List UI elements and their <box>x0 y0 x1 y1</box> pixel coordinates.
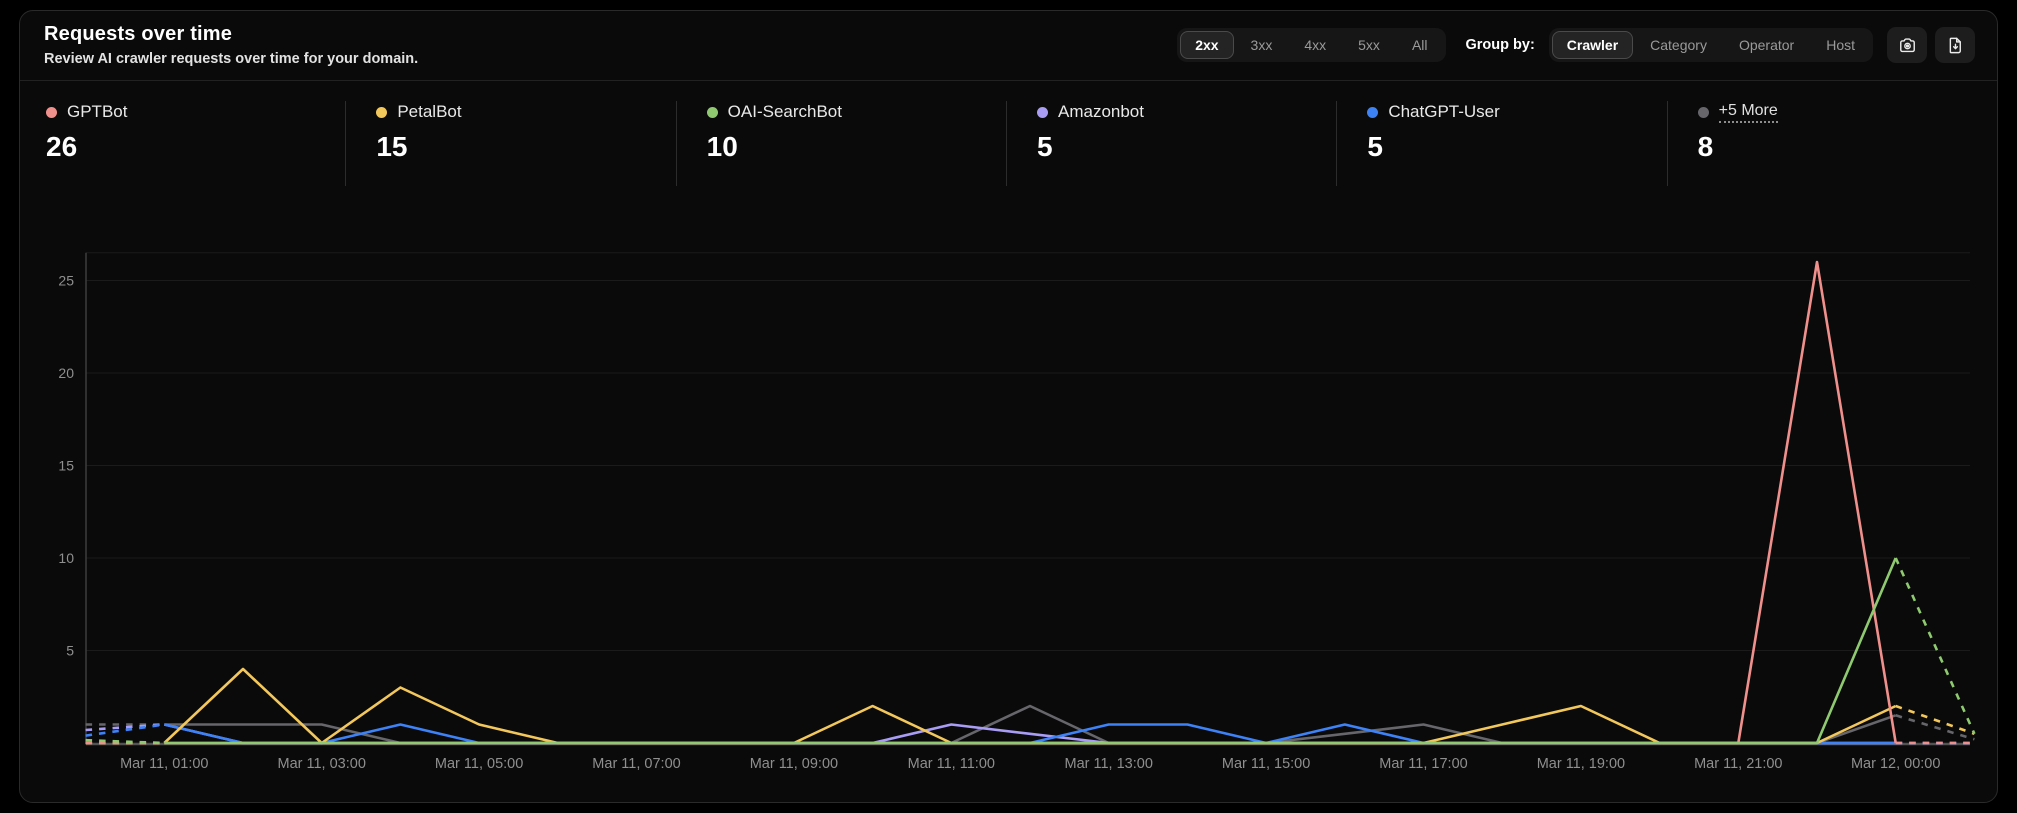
svg-text:10: 10 <box>58 550 74 566</box>
legend-item-oai-searchbot[interactable]: OAI-SearchBot 10 <box>675 101 1006 186</box>
legend-label: ChatGPT-User <box>1388 102 1500 121</box>
svg-text:25: 25 <box>58 273 74 289</box>
svg-text:15: 15 <box>58 458 74 474</box>
group-by-filter-group: Crawler Category Operator Host <box>1548 28 1873 62</box>
legend-more-link[interactable]: +5 More <box>1718 102 1778 123</box>
status-filter-4xx[interactable]: 4xx <box>1289 31 1341 59</box>
legend-item-amazonbot[interactable]: Amazonbot 5 <box>1005 101 1336 186</box>
svg-text:Mar 11, 07:00: Mar 11, 07:00 <box>592 756 680 772</box>
legend-count: 26 <box>46 131 78 162</box>
legend-label: Amazonbot <box>1057 102 1144 121</box>
svg-text:Mar 11, 05:00: Mar 11, 05:00 <box>435 756 523 772</box>
page-subtitle: Review AI crawler requests over time for… <box>44 51 419 67</box>
group-by-crawler[interactable]: Crawler <box>1551 31 1634 59</box>
legend-count: 15 <box>376 131 408 162</box>
series-color-dot <box>46 106 57 118</box>
file-download-icon <box>1946 36 1965 55</box>
legend-item-chatgpt-user[interactable]: ChatGPT-User 5 <box>1336 101 1666 186</box>
svg-text:Mar 11, 13:00: Mar 11, 13:00 <box>1064 756 1152 772</box>
legend: GPTBot 26 PetalBot 15 OAI-SearchBot 10 A… <box>20 81 1997 186</box>
legend-count: 5 <box>1036 131 1053 162</box>
group-by-host[interactable]: Host <box>1811 31 1870 59</box>
svg-text:Mar 11, 15:00: Mar 11, 15:00 <box>1222 756 1310 772</box>
page-title: Requests over time <box>44 23 233 45</box>
legend-label: GPTBot <box>67 102 128 121</box>
svg-text:Mar 11, 11:00: Mar 11, 11:00 <box>908 756 995 772</box>
svg-text:Mar 11, 01:00: Mar 11, 01:00 <box>120 756 208 772</box>
svg-text:Mar 11, 19:00: Mar 11, 19:00 <box>1537 756 1625 772</box>
card-header: Requests over time Review AI crawler req… <box>20 11 1997 81</box>
status-filter-group: 2xx 3xx 4xx 5xx All <box>1177 28 1446 62</box>
series-color-dot <box>1697 106 1709 118</box>
svg-text:Mar 11, 09:00: Mar 11, 09:00 <box>750 756 838 772</box>
requests-over-time-card: Requests over time Review AI crawler req… <box>19 10 1998 803</box>
status-filter-2xx[interactable]: 2xx <box>1180 31 1234 59</box>
series-color-dot <box>706 106 718 118</box>
svg-text:Mar 11, 21:00: Mar 11, 21:00 <box>1694 756 1782 772</box>
group-by-operator[interactable]: Operator <box>1724 31 1809 59</box>
legend-count: 8 <box>1697 131 1714 162</box>
header-controls: 2xx 3xx 4xx 5xx All Group by: Crawler Ca… <box>1177 27 1975 63</box>
requests-line-chart: 5 10 15 20 25 Mar 11, 01:00 Mar 11, 03:00 Mar 1… <box>20 186 1997 802</box>
legend-label: OAI-SearchBot <box>727 102 842 121</box>
header-titles: Requests over time Review AI crawler req… <box>44 23 418 67</box>
series-color-dot <box>376 106 388 118</box>
svg-text:Mar 12, 00:00: Mar 12, 00:00 <box>1851 756 1940 772</box>
svg-text:5: 5 <box>66 643 74 659</box>
legend-label: PetalBot <box>397 102 462 121</box>
svg-text:Mar 11, 17:00: Mar 11, 17:00 <box>1379 756 1467 772</box>
svg-text:Mar 11, 03:00: Mar 11, 03:00 <box>277 756 365 772</box>
export-button[interactable] <box>1935 27 1975 63</box>
status-filter-5xx[interactable]: 5xx <box>1343 31 1395 59</box>
screenshot-button[interactable] <box>1887 27 1927 63</box>
legend-count: 10 <box>706 131 738 162</box>
camera-icon <box>1898 36 1917 55</box>
svg-text:20: 20 <box>58 365 74 381</box>
legend-item-gptbot[interactable]: GPTBot 26 <box>20 101 345 186</box>
series-color-dot <box>1036 106 1048 118</box>
legend-item-petalbot[interactable]: PetalBot 15 <box>345 101 675 186</box>
status-filter-all[interactable]: All <box>1397 31 1443 59</box>
legend-count: 5 <box>1367 131 1383 162</box>
status-filter-3xx[interactable]: 3xx <box>1236 31 1288 59</box>
legend-item-more[interactable]: +5 More 8 <box>1666 101 1997 186</box>
group-by-category[interactable]: Category <box>1635 31 1722 59</box>
group-by-label: Group by: <box>1465 37 1535 53</box>
series-color-dot <box>1367 106 1379 118</box>
chart-svg: 5 10 15 20 25 Mar 11, 01:00 Mar 11, 03:00 Mar 1… <box>58 252 1976 772</box>
